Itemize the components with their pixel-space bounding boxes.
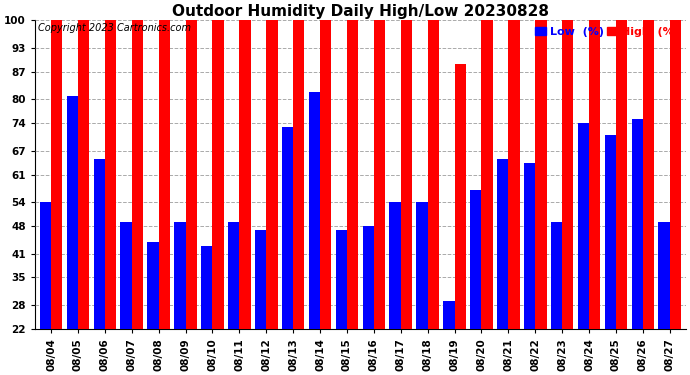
Bar: [67, 96, 78, 329]
Bar: [428, 20, 439, 329]
Bar: [389, 202, 401, 329]
Bar: [443, 301, 455, 329]
Bar: [470, 190, 482, 329]
Title: Outdoor Humidity Daily High/Low 20230828: Outdoor Humidity Daily High/Low 20230828: [172, 4, 549, 19]
Bar: [616, 20, 627, 329]
Bar: [524, 163, 535, 329]
Bar: [562, 20, 573, 329]
Bar: [94, 159, 105, 329]
Bar: [186, 20, 197, 329]
Bar: [535, 20, 546, 329]
Bar: [347, 20, 358, 329]
Bar: [670, 20, 681, 329]
Bar: [239, 20, 250, 329]
Bar: [293, 20, 304, 329]
Bar: [631, 119, 643, 329]
Bar: [551, 222, 562, 329]
Bar: [228, 222, 239, 329]
Bar: [320, 20, 331, 329]
Bar: [401, 20, 412, 329]
Bar: [51, 20, 62, 329]
Bar: [455, 64, 466, 329]
Bar: [132, 20, 143, 329]
Bar: [374, 20, 385, 329]
Bar: [335, 230, 347, 329]
Bar: [308, 92, 320, 329]
Bar: [201, 246, 213, 329]
Bar: [266, 20, 277, 329]
Bar: [497, 159, 509, 329]
Bar: [482, 20, 493, 329]
Bar: [175, 222, 186, 329]
Bar: [416, 202, 428, 329]
Bar: [78, 20, 89, 329]
Bar: [105, 20, 116, 329]
Bar: [643, 20, 654, 329]
Bar: [121, 222, 132, 329]
Bar: [509, 20, 520, 329]
Legend: Low  (%), High  (%): Low (%), High (%): [534, 26, 680, 38]
Bar: [589, 20, 600, 329]
Bar: [213, 20, 224, 329]
Bar: [159, 20, 170, 329]
Bar: [282, 127, 293, 329]
Text: Copyright 2023 Cartronics.com: Copyright 2023 Cartronics.com: [38, 23, 191, 33]
Bar: [148, 242, 159, 329]
Bar: [658, 222, 670, 329]
Bar: [362, 226, 374, 329]
Bar: [604, 135, 616, 329]
Bar: [255, 230, 266, 329]
Bar: [578, 123, 589, 329]
Bar: [40, 202, 51, 329]
